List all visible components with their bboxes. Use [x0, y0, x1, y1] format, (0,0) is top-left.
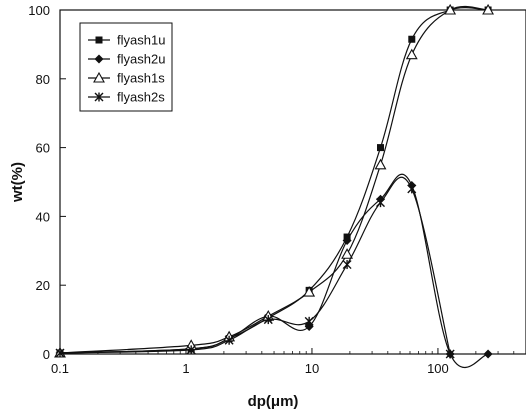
- data-point: [303, 285, 316, 297]
- x-axis-title: dp(μm): [248, 393, 299, 410]
- legend-item: flyash1s: [88, 71, 165, 86]
- y-tick-label: 80: [36, 72, 50, 87]
- data-point: [408, 35, 416, 43]
- y-tick-label: 40: [36, 209, 50, 224]
- data-point: [405, 48, 418, 60]
- plot-area: [59, 9, 526, 355]
- data-point: [444, 3, 457, 15]
- legend-label: flyash2s: [117, 90, 165, 105]
- data-point: [445, 349, 455, 359]
- legend-item: flyash2u: [88, 52, 165, 67]
- legend-label: flyash1u: [117, 33, 165, 48]
- y-tick-label: 20: [36, 278, 50, 293]
- data-point: [482, 3, 495, 15]
- data-point: [341, 248, 354, 259]
- series-flyash2s: [55, 176, 455, 359]
- data-point: [342, 235, 352, 245]
- series-line: [59, 173, 489, 369]
- x-tick-label: 1: [182, 361, 189, 376]
- legend-marker: [93, 71, 105, 83]
- data-point: [342, 260, 352, 270]
- legend-marker: [94, 92, 104, 102]
- legend-marker: [95, 36, 103, 44]
- legend-item: flyash2s: [88, 90, 165, 105]
- plot-border: [59, 9, 526, 355]
- series-flyash2u: [55, 173, 493, 369]
- y-axis-title: wt(%): [9, 162, 26, 203]
- legend-marker: [94, 54, 104, 64]
- data-point: [224, 335, 234, 345]
- legend-box: [79, 22, 173, 112]
- y-tick-label: 100: [28, 3, 50, 18]
- data-point: [263, 315, 273, 325]
- data-point: [304, 316, 314, 326]
- series-layer: [54, 3, 495, 369]
- y-tick-label: 0: [43, 347, 50, 362]
- axes: 0.1 1 10 100 0 20 40 60 80 100: [28, 3, 515, 376]
- data-point: [377, 144, 385, 152]
- data-point: [483, 349, 493, 359]
- data-point: [376, 198, 385, 208]
- legend-item: flyash1u: [88, 33, 165, 48]
- legend: flyash1u flyash2u flyash1s flyash2s: [79, 22, 173, 112]
- x-tick-label: 100: [427, 361, 449, 376]
- x-tick-label: 10: [305, 361, 319, 376]
- series-line: [59, 5, 489, 354]
- legend-label: flyash2u: [117, 52, 165, 67]
- series-line: [59, 176, 451, 355]
- y-tick-label: 60: [36, 141, 50, 156]
- data-point: [407, 184, 417, 194]
- data-point: [374, 158, 387, 170]
- x-tick-label: 0.1: [51, 361, 69, 376]
- data-point: [186, 345, 196, 355]
- legend-label: flyash1s: [117, 71, 165, 86]
